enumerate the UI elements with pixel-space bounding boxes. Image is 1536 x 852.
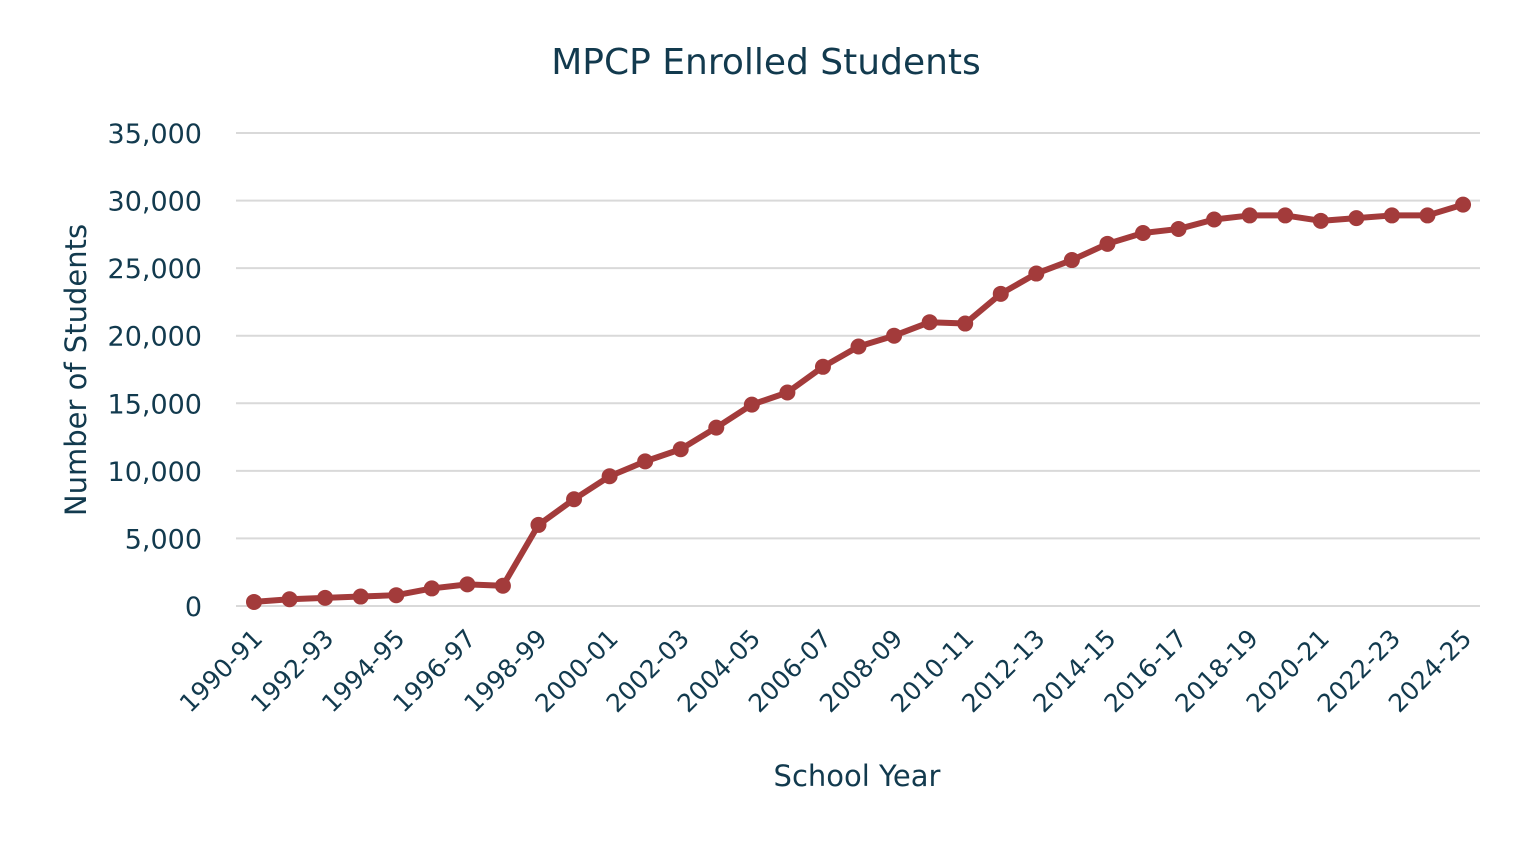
data-point [317, 589, 334, 606]
data-point [459, 576, 476, 593]
data-point [1455, 196, 1472, 213]
data-point [1312, 212, 1329, 229]
data-point [566, 491, 583, 508]
y-tick-label: 20,000 [108, 322, 202, 353]
y-tick-label: 15,000 [108, 389, 202, 420]
gridlines [236, 132, 1480, 607]
data-point [850, 338, 867, 355]
chart-title: MPCP Enrolled Students [551, 42, 981, 83]
data-point [1419, 207, 1436, 224]
data-point [1241, 207, 1258, 224]
data-point [957, 315, 974, 332]
y-tick-label: 10,000 [108, 457, 202, 488]
data-point [921, 314, 938, 331]
data-point [281, 591, 298, 608]
data-point [530, 516, 547, 533]
data-point [779, 384, 796, 401]
x-tick-labels: 1990-911992-931994-951996-971998-992000-… [174, 624, 1477, 718]
data-point [743, 396, 760, 413]
y-tick-label: 0 [185, 592, 202, 623]
data-point [1170, 220, 1187, 237]
data-point [352, 588, 369, 605]
data-point [1028, 265, 1045, 282]
data-point [246, 593, 262, 610]
y-tick-label: 5,000 [125, 524, 202, 555]
data-point [637, 453, 654, 470]
data-point [388, 587, 405, 604]
y-tick-label: 35,000 [108, 119, 202, 150]
series [246, 196, 1472, 610]
data-point [886, 327, 903, 344]
data-point [814, 358, 831, 375]
data-point [1099, 235, 1116, 252]
data-point [708, 419, 725, 436]
data-point [494, 577, 511, 594]
y-tick-labels: 0 5,000 10,000 15,000 20,000 25,000 30,000 35,0… [108, 119, 202, 623]
data-point [1348, 210, 1365, 227]
y-axis-label: Number of Students [59, 224, 93, 516]
data-point [1063, 252, 1080, 269]
data-point [672, 441, 689, 458]
data-point [1277, 207, 1294, 224]
data-point [601, 468, 618, 485]
data-point [1383, 207, 1400, 224]
data-point [423, 580, 440, 597]
y-tick-label: 25,000 [108, 254, 202, 285]
data-point [1135, 225, 1151, 242]
data-point [1206, 211, 1223, 228]
y-tick-label: 30,000 [108, 187, 202, 218]
x-axis-label: School Year [774, 759, 941, 793]
data-point [992, 285, 1009, 302]
